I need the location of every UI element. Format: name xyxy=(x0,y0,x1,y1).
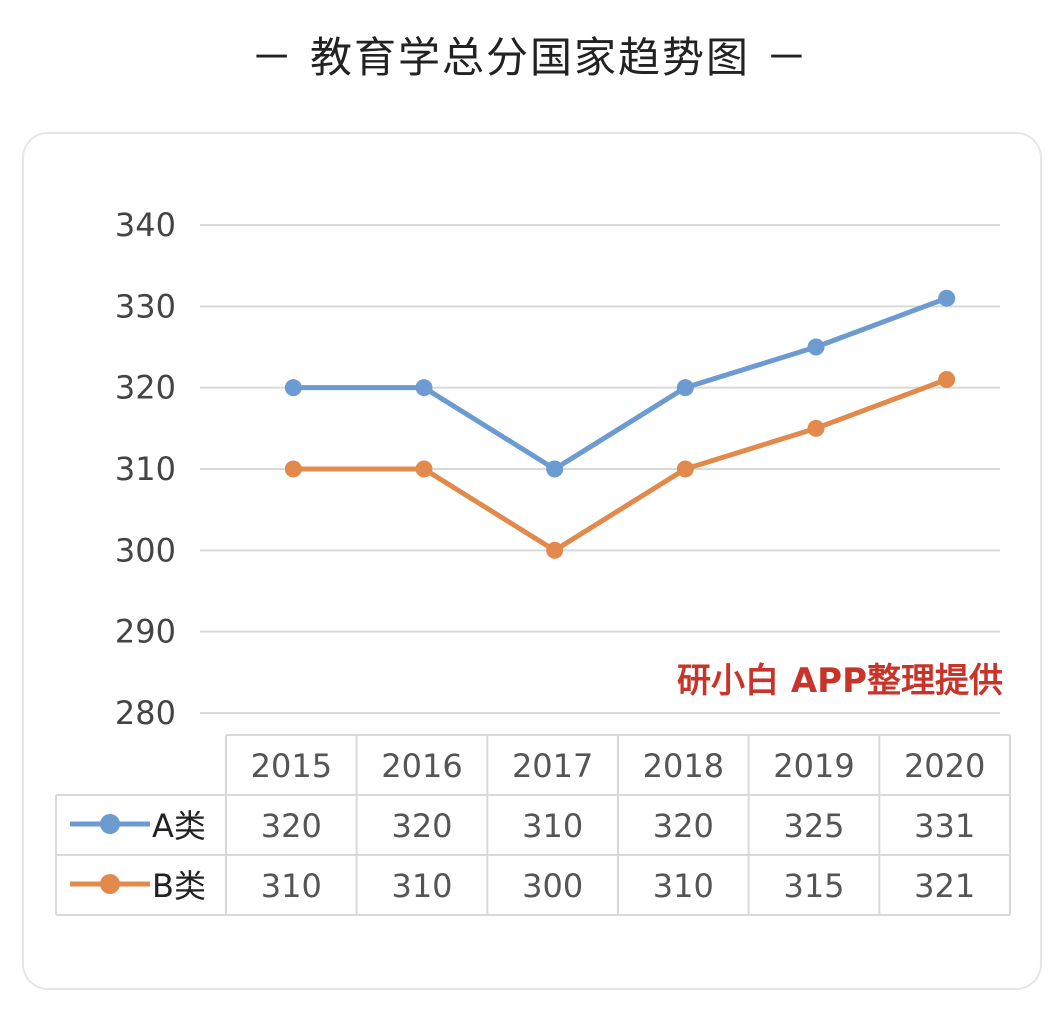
data-point xyxy=(676,379,694,397)
table-value-cell: 325 xyxy=(783,807,844,845)
y-axis: 340 330 320 310 300 290 280 xyxy=(115,206,176,732)
y-tick-label: 340 xyxy=(115,206,176,244)
table-value-cell: 300 xyxy=(522,867,583,905)
data-point xyxy=(546,460,564,478)
table-value-cell: 321 xyxy=(914,867,975,905)
y-tick-label: 290 xyxy=(115,613,176,651)
y-tick-label: 300 xyxy=(115,531,176,569)
series-line xyxy=(290,295,950,472)
legend-swatch-marker xyxy=(100,814,120,834)
table-value-cell: 310 xyxy=(522,807,583,845)
legend-label: A类 xyxy=(152,807,206,845)
data-table: 2015 2016 2017 2018 2019 2020 A类 320 320 310 320 32… xyxy=(55,734,1011,916)
data-point xyxy=(546,541,564,559)
table-header-cell: 2016 xyxy=(381,747,462,785)
table-header-cell: 2020 xyxy=(904,747,985,785)
table-value-cell: 310 xyxy=(261,867,322,905)
y-tick-label: 280 xyxy=(115,694,176,732)
y-tick-label: 330 xyxy=(115,287,176,325)
grid-lines xyxy=(200,224,1000,714)
data-point xyxy=(284,379,302,397)
table-header-cell: 2015 xyxy=(251,747,332,785)
data-point xyxy=(415,460,433,478)
series-a xyxy=(284,289,956,478)
table-header-cell: 2019 xyxy=(773,747,854,785)
table-value-cell: 331 xyxy=(914,807,975,845)
table-value-cell: 310 xyxy=(391,867,452,905)
data-point xyxy=(284,460,302,478)
chart-card xyxy=(22,132,1042,990)
series-line xyxy=(290,377,950,553)
table-header-cell: 2017 xyxy=(512,747,593,785)
table-header-cell: 2018 xyxy=(643,747,724,785)
series-b xyxy=(284,371,956,559)
data-point xyxy=(807,419,825,437)
table-value-cell: 315 xyxy=(783,867,844,905)
legend-label: B类 xyxy=(152,867,206,905)
legend-swatch-marker xyxy=(100,874,120,894)
series-layer xyxy=(284,289,956,559)
data-point xyxy=(415,379,433,397)
watermark-text: 研小白 APP整理提供 xyxy=(677,661,1003,701)
data-point xyxy=(807,338,825,356)
table-value-cell: 320 xyxy=(653,807,714,845)
data-point xyxy=(676,460,694,478)
data-point xyxy=(938,289,956,307)
table-value-cell: 320 xyxy=(261,807,322,845)
table-value-cell: 310 xyxy=(653,867,714,905)
y-tick-label: 320 xyxy=(115,369,176,407)
page-title: － 教育学总分国家趋势图 － xyxy=(250,33,810,82)
table-value-cell: 320 xyxy=(391,807,452,845)
data-point xyxy=(938,371,956,389)
y-tick-label: 310 xyxy=(115,450,176,488)
